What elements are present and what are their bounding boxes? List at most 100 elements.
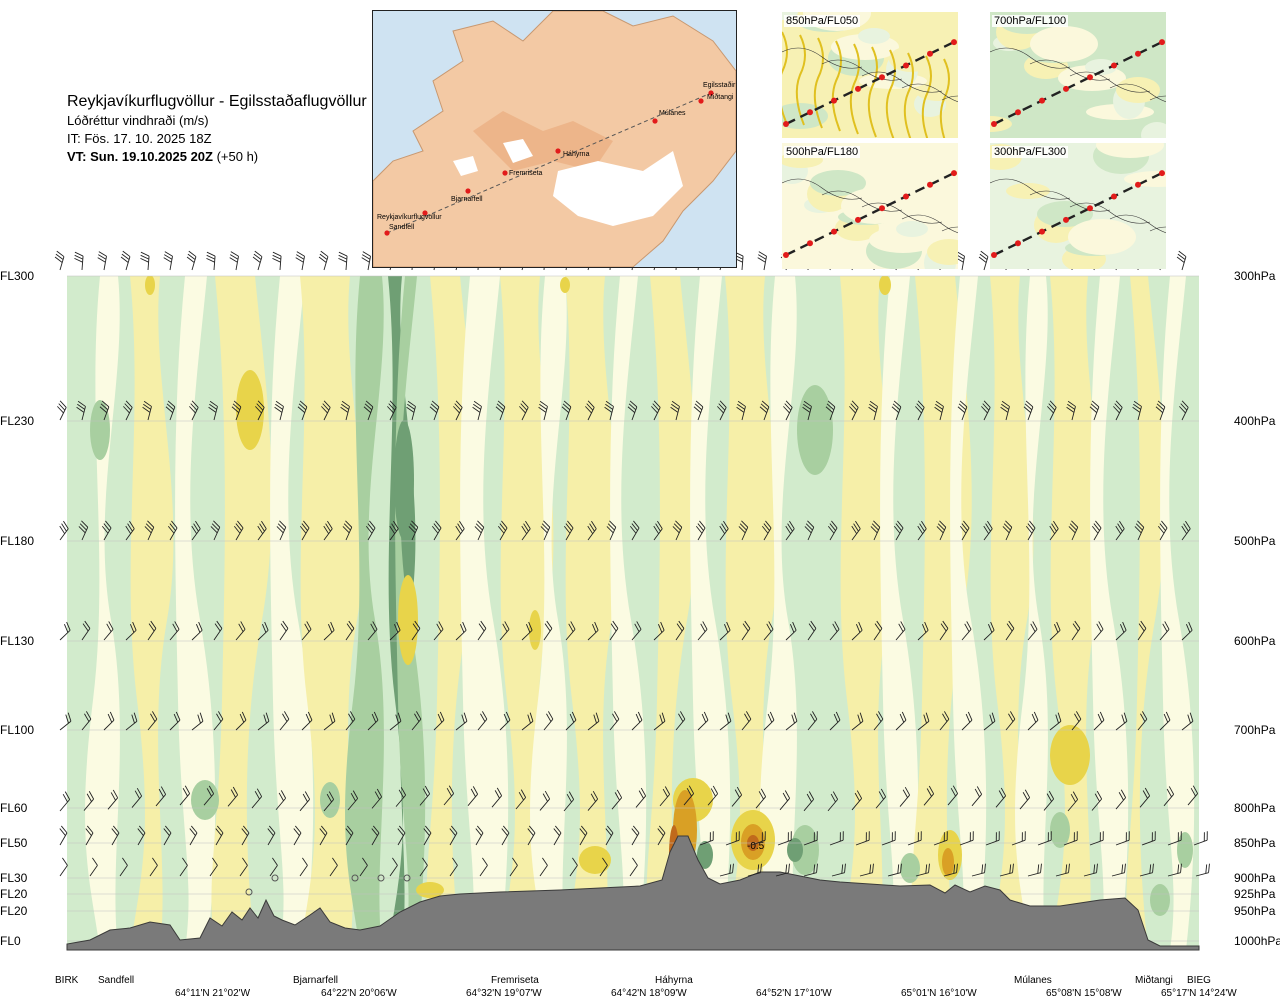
wind-barb [851, 790, 863, 811]
coordinate-label: 64°32'N 19°07'W [466, 988, 542, 999]
thumbnail-waypoint [1063, 85, 1069, 92]
wind-barb [411, 711, 422, 731]
thumbnail-waypoint [1039, 97, 1045, 104]
wind-barb [675, 620, 685, 641]
wind-barb [295, 251, 305, 271]
contour-value-label: -0.5 [747, 841, 765, 852]
wind-barb [827, 520, 838, 541]
wind-barb [1011, 831, 1026, 846]
map-place-label: Fremriseta [509, 170, 543, 177]
thumbnail-field [896, 221, 928, 237]
route-line [386, 92, 712, 234]
wind-barb [1049, 520, 1059, 541]
vertical-velocity-cell [1177, 832, 1193, 868]
wind-barb [803, 791, 815, 812]
wind-barb [521, 712, 534, 731]
wind-barb [275, 790, 287, 811]
thumbnail-contour [903, 52, 914, 138]
wind-barb [363, 400, 374, 421]
wind-barb [741, 620, 751, 641]
wind-barb [605, 825, 614, 846]
flight-level-label: FL130 [0, 634, 35, 648]
wind-barb [683, 785, 695, 806]
wind-barb [453, 400, 463, 421]
wind-barb [89, 857, 98, 877]
wind-barb [1093, 711, 1105, 731]
wind-barb [323, 791, 335, 812]
wind-barb [981, 400, 991, 421]
map-place-label: Sandfell [389, 224, 415, 231]
wind-barb [81, 620, 91, 641]
wind-barb [553, 825, 562, 846]
thumbnail-850hpa[interactable]: 850hPa/FL050 [782, 12, 958, 138]
wind-barb [54, 250, 65, 271]
thumbnail-waypoint [1039, 228, 1045, 235]
flight-level-label: FL230 [0, 414, 35, 428]
wind-barb [519, 400, 529, 421]
wind-barb [235, 711, 247, 731]
wind-barb [1071, 711, 1082, 731]
vertical-velocity-band [130, 276, 174, 950]
wind-barb [59, 712, 72, 731]
wind-barb [1083, 863, 1098, 877]
thumbnail-contour [831, 40, 842, 132]
wind-barb [299, 520, 310, 541]
thumbnail-waypoint [879, 205, 885, 212]
coordinate-label: 65°01'N 16°10'W [901, 988, 977, 999]
thumbnail-300hpa[interactable]: 300hPa/FL300 [990, 143, 1166, 269]
wind-barb [719, 520, 729, 541]
wind-barb [267, 825, 276, 846]
wind-barb [757, 251, 767, 271]
thumbnail-coastline [1149, 226, 1166, 232]
wind-barb [1025, 520, 1036, 541]
wind-barb [1137, 711, 1148, 731]
wind-barb [252, 250, 263, 271]
wind-barb [540, 520, 551, 541]
vertical-velocity-cell [879, 276, 891, 295]
wind-barb [587, 520, 597, 541]
thumbnail-waypoint [1135, 181, 1141, 188]
wind-barb [604, 400, 614, 421]
wind-barb [521, 520, 531, 541]
wind-barb [1115, 712, 1128, 731]
wind-barb [1067, 791, 1079, 812]
wind-barb [76, 400, 86, 421]
thumbnail-700hpa[interactable]: 700hPa/FL100 [990, 12, 1166, 138]
thumbnail-field [1096, 143, 1164, 158]
vertical-velocity-cell [398, 575, 418, 665]
thumbnail-500hpa[interactable]: 500hPa/FL180 [782, 143, 958, 269]
wind-barb [1049, 712, 1062, 731]
flight-level-label: FL300 [0, 269, 35, 283]
wind-barb [933, 831, 948, 846]
thumbnail-waypoint [927, 181, 933, 188]
wind-barb [719, 712, 732, 731]
wind-barb [887, 863, 902, 877]
wind-barb [297, 400, 308, 421]
wind-barb [538, 400, 548, 421]
wind-barb [123, 400, 133, 421]
pressure-level-label: 850hPa [1234, 836, 1276, 850]
thumbnail-coastline [990, 178, 1071, 200]
wind-barb [210, 520, 221, 541]
wind-barb [653, 712, 666, 731]
vertical-velocity-band [1050, 276, 1102, 950]
wind-barb [215, 825, 224, 846]
vertical-velocity-cell [1050, 725, 1090, 785]
wind-barb [565, 711, 577, 731]
wind-barb [131, 787, 143, 808]
wind-barb [1195, 863, 1210, 877]
flight-level-label: FL20 [0, 904, 28, 918]
wind-barb [449, 825, 458, 846]
vertical-velocity-cell [697, 841, 713, 869]
vertical-velocity-band [950, 276, 987, 950]
wind-barb [1181, 712, 1194, 731]
pressure-level-label: 500hPa [1234, 534, 1276, 548]
wind-barb [429, 400, 440, 421]
wind-barb [163, 251, 173, 271]
thumbnail-contour [813, 37, 824, 129]
wind-barb [939, 711, 950, 731]
thumbnail-contour [921, 55, 932, 138]
wind-barb [939, 620, 949, 641]
wind-barb [971, 863, 986, 877]
wind-barb [693, 400, 704, 421]
